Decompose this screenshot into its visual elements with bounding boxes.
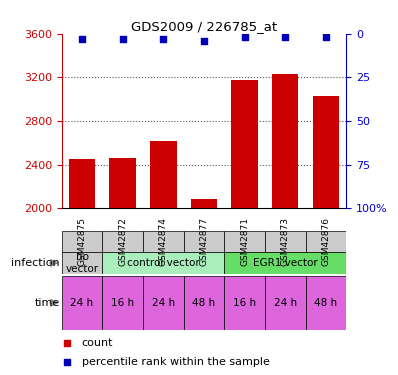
Bar [150, 141, 177, 208]
Bar [224, 276, 265, 330]
Text: control vector: control vector [127, 258, 200, 268]
Bar [272, 74, 298, 208]
Text: 24 h: 24 h [70, 298, 94, 308]
Bar [109, 158, 136, 208]
Text: GSM42874: GSM42874 [159, 217, 168, 266]
Point [64, 340, 70, 346]
Bar [306, 231, 346, 252]
Point [64, 359, 70, 365]
Text: count: count [82, 338, 113, 348]
Text: time: time [34, 298, 60, 308]
Bar [306, 276, 346, 330]
Bar [102, 231, 143, 252]
Point [242, 34, 248, 40]
Bar [62, 276, 102, 330]
Text: 48 h: 48 h [192, 298, 216, 308]
Point [282, 34, 289, 40]
Bar [224, 252, 346, 274]
Point [119, 36, 126, 42]
Bar [102, 276, 143, 330]
Title: GDS2009 / 226785_at: GDS2009 / 226785_at [131, 20, 277, 33]
Point [160, 36, 166, 42]
Text: GSM42875: GSM42875 [78, 217, 86, 266]
Bar [265, 231, 306, 252]
Bar [183, 231, 224, 252]
Text: 24 h: 24 h [152, 298, 175, 308]
Text: percentile rank within the sample: percentile rank within the sample [82, 357, 269, 367]
Bar [102, 252, 224, 274]
Point [201, 38, 207, 44]
Bar [183, 276, 224, 330]
Bar [143, 231, 183, 252]
Text: GSM42877: GSM42877 [199, 217, 209, 266]
Point [79, 36, 85, 42]
Bar [62, 231, 102, 252]
Bar [313, 96, 339, 208]
Bar [231, 80, 258, 208]
Text: GSM42871: GSM42871 [240, 217, 249, 266]
Text: GSM42872: GSM42872 [118, 217, 127, 266]
Text: EGR1 vector: EGR1 vector [253, 258, 318, 268]
Text: GSM42873: GSM42873 [281, 217, 290, 266]
Text: 48 h: 48 h [314, 298, 338, 308]
Bar [143, 276, 183, 330]
Bar [69, 159, 95, 208]
Text: GSM42876: GSM42876 [322, 217, 330, 266]
Bar [62, 252, 102, 274]
Bar [224, 231, 265, 252]
Text: infection: infection [11, 258, 60, 268]
Bar [265, 276, 306, 330]
Text: 16 h: 16 h [111, 298, 134, 308]
Point [323, 34, 329, 40]
Bar [191, 200, 217, 208]
Text: 24 h: 24 h [274, 298, 297, 308]
Text: 16 h: 16 h [233, 298, 256, 308]
Text: no
vector: no vector [65, 252, 99, 274]
